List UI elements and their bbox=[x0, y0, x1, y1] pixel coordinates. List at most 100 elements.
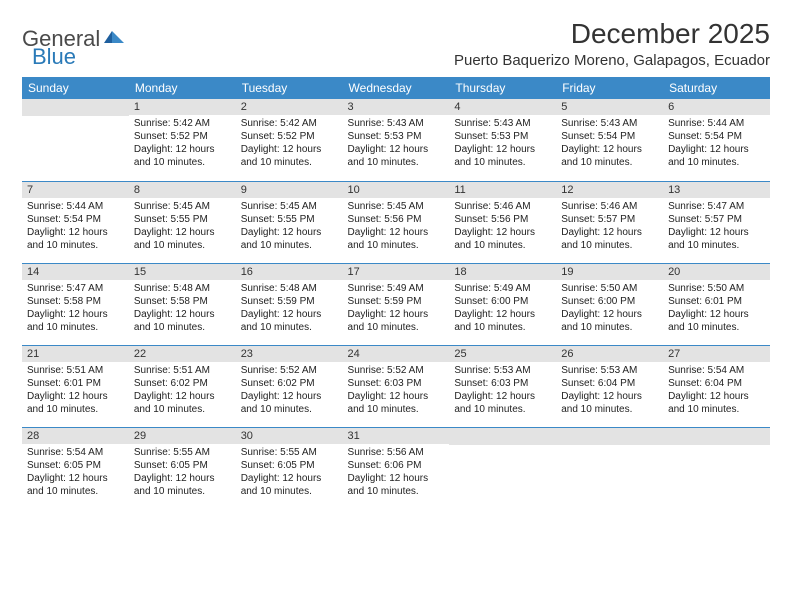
day-detail: Sunrise: 5:42 AMSunset: 5:52 PMDaylight:… bbox=[236, 115, 343, 169]
calendar-cell: 2Sunrise: 5:42 AMSunset: 5:52 PMDaylight… bbox=[236, 99, 343, 181]
calendar-cell: 14Sunrise: 5:47 AMSunset: 5:58 PMDayligh… bbox=[22, 263, 129, 345]
day-detail: Sunrise: 5:54 AMSunset: 6:05 PMDaylight:… bbox=[22, 444, 129, 498]
sunset-line: Sunset: 6:03 PM bbox=[454, 377, 551, 390]
weekday-header: Tuesday bbox=[236, 77, 343, 99]
sunrise-line: Sunrise: 5:47 AM bbox=[27, 282, 124, 295]
day-number: 7 bbox=[22, 182, 129, 198]
sunset-line: Sunset: 5:52 PM bbox=[134, 130, 231, 143]
sunset-line: Sunset: 5:56 PM bbox=[348, 213, 445, 226]
day-number: 17 bbox=[343, 264, 450, 280]
calendar-cell bbox=[663, 427, 770, 509]
day-number: 13 bbox=[663, 182, 770, 198]
day-number: 18 bbox=[449, 264, 556, 280]
day-number: 4 bbox=[449, 99, 556, 115]
daylight-line: Daylight: 12 hours and 10 minutes. bbox=[454, 308, 551, 334]
calendar-cell bbox=[556, 427, 663, 509]
sunrise-line: Sunrise: 5:48 AM bbox=[241, 282, 338, 295]
day-number: 20 bbox=[663, 264, 770, 280]
daylight-line: Daylight: 12 hours and 10 minutes. bbox=[348, 143, 445, 169]
day-detail: Sunrise: 5:42 AMSunset: 5:52 PMDaylight:… bbox=[129, 115, 236, 169]
day-detail: Sunrise: 5:50 AMSunset: 6:01 PMDaylight:… bbox=[663, 280, 770, 334]
daylight-line: Daylight: 12 hours and 10 minutes. bbox=[668, 308, 765, 334]
sunrise-line: Sunrise: 5:52 AM bbox=[241, 364, 338, 377]
daylight-line: Daylight: 12 hours and 10 minutes. bbox=[27, 226, 124, 252]
calendar-cell: 1Sunrise: 5:42 AMSunset: 5:52 PMDaylight… bbox=[129, 99, 236, 181]
sunrise-line: Sunrise: 5:54 AM bbox=[27, 446, 124, 459]
day-number: 29 bbox=[129, 428, 236, 444]
day-number: 26 bbox=[556, 346, 663, 362]
day-detail: Sunrise: 5:53 AMSunset: 6:04 PMDaylight:… bbox=[556, 362, 663, 416]
calendar-cell: 17Sunrise: 5:49 AMSunset: 5:59 PMDayligh… bbox=[343, 263, 450, 345]
sunset-line: Sunset: 6:01 PM bbox=[668, 295, 765, 308]
sunset-line: Sunset: 5:57 PM bbox=[668, 213, 765, 226]
calendar-cell: 31Sunrise: 5:56 AMSunset: 6:06 PMDayligh… bbox=[343, 427, 450, 509]
day-detail: Sunrise: 5:55 AMSunset: 6:05 PMDaylight:… bbox=[236, 444, 343, 498]
calendar-cell: 22Sunrise: 5:51 AMSunset: 6:02 PMDayligh… bbox=[129, 345, 236, 427]
day-detail: Sunrise: 5:53 AMSunset: 6:03 PMDaylight:… bbox=[449, 362, 556, 416]
sunrise-line: Sunrise: 5:42 AM bbox=[134, 117, 231, 130]
calendar-week-row: 14Sunrise: 5:47 AMSunset: 5:58 PMDayligh… bbox=[22, 263, 770, 345]
day-number-bar bbox=[663, 428, 770, 445]
calendar-cell: 12Sunrise: 5:46 AMSunset: 5:57 PMDayligh… bbox=[556, 181, 663, 263]
daylight-line: Daylight: 12 hours and 10 minutes. bbox=[134, 143, 231, 169]
sunset-line: Sunset: 5:54 PM bbox=[561, 130, 658, 143]
calendar-cell: 19Sunrise: 5:50 AMSunset: 6:00 PMDayligh… bbox=[556, 263, 663, 345]
day-detail: Sunrise: 5:44 AMSunset: 5:54 PMDaylight:… bbox=[663, 115, 770, 169]
daylight-line: Daylight: 12 hours and 10 minutes. bbox=[668, 143, 765, 169]
sunset-line: Sunset: 6:06 PM bbox=[348, 459, 445, 472]
day-detail: Sunrise: 5:45 AMSunset: 5:55 PMDaylight:… bbox=[129, 198, 236, 252]
calendar-week-row: 28Sunrise: 5:54 AMSunset: 6:05 PMDayligh… bbox=[22, 427, 770, 509]
day-number: 3 bbox=[343, 99, 450, 115]
calendar-cell: 21Sunrise: 5:51 AMSunset: 6:01 PMDayligh… bbox=[22, 345, 129, 427]
sunset-line: Sunset: 5:55 PM bbox=[134, 213, 231, 226]
sunrise-line: Sunrise: 5:45 AM bbox=[134, 200, 231, 213]
sunrise-line: Sunrise: 5:53 AM bbox=[561, 364, 658, 377]
sunset-line: Sunset: 5:54 PM bbox=[668, 130, 765, 143]
daylight-line: Daylight: 12 hours and 10 minutes. bbox=[668, 226, 765, 252]
calendar-cell: 10Sunrise: 5:45 AMSunset: 5:56 PMDayligh… bbox=[343, 181, 450, 263]
calendar-cell: 25Sunrise: 5:53 AMSunset: 6:03 PMDayligh… bbox=[449, 345, 556, 427]
sunset-line: Sunset: 6:05 PM bbox=[134, 459, 231, 472]
sunset-line: Sunset: 5:52 PM bbox=[241, 130, 338, 143]
day-detail: Sunrise: 5:54 AMSunset: 6:04 PMDaylight:… bbox=[663, 362, 770, 416]
daylight-line: Daylight: 12 hours and 10 minutes. bbox=[454, 143, 551, 169]
sunset-line: Sunset: 6:05 PM bbox=[27, 459, 124, 472]
logo-text-blue: Blue bbox=[32, 44, 76, 70]
day-number: 23 bbox=[236, 346, 343, 362]
daylight-line: Daylight: 12 hours and 10 minutes. bbox=[241, 472, 338, 498]
sunset-line: Sunset: 5:58 PM bbox=[27, 295, 124, 308]
daylight-line: Daylight: 12 hours and 10 minutes. bbox=[561, 390, 658, 416]
day-number: 14 bbox=[22, 264, 129, 280]
calendar-table: SundayMondayTuesdayWednesdayThursdayFrid… bbox=[22, 77, 770, 509]
calendar-cell: 26Sunrise: 5:53 AMSunset: 6:04 PMDayligh… bbox=[556, 345, 663, 427]
day-number-bar bbox=[556, 428, 663, 445]
daylight-line: Daylight: 12 hours and 10 minutes. bbox=[134, 308, 231, 334]
day-detail: Sunrise: 5:51 AMSunset: 6:01 PMDaylight:… bbox=[22, 362, 129, 416]
day-number: 12 bbox=[556, 182, 663, 198]
day-number: 28 bbox=[22, 428, 129, 444]
calendar-cell: 9Sunrise: 5:45 AMSunset: 5:55 PMDaylight… bbox=[236, 181, 343, 263]
calendar-cell: 27Sunrise: 5:54 AMSunset: 6:04 PMDayligh… bbox=[663, 345, 770, 427]
sunrise-line: Sunrise: 5:55 AM bbox=[241, 446, 338, 459]
day-detail: Sunrise: 5:47 AMSunset: 5:58 PMDaylight:… bbox=[22, 280, 129, 334]
day-detail: Sunrise: 5:52 AMSunset: 6:03 PMDaylight:… bbox=[343, 362, 450, 416]
sunset-line: Sunset: 6:02 PM bbox=[241, 377, 338, 390]
daylight-line: Daylight: 12 hours and 10 minutes. bbox=[241, 226, 338, 252]
day-detail: Sunrise: 5:43 AMSunset: 5:54 PMDaylight:… bbox=[556, 115, 663, 169]
calendar-cell: 16Sunrise: 5:48 AMSunset: 5:59 PMDayligh… bbox=[236, 263, 343, 345]
daylight-line: Daylight: 12 hours and 10 minutes. bbox=[241, 143, 338, 169]
sunset-line: Sunset: 5:59 PM bbox=[241, 295, 338, 308]
calendar-week-row: 7Sunrise: 5:44 AMSunset: 5:54 PMDaylight… bbox=[22, 181, 770, 263]
sunset-line: Sunset: 6:02 PM bbox=[134, 377, 231, 390]
day-number-bar bbox=[449, 428, 556, 445]
day-number: 15 bbox=[129, 264, 236, 280]
day-number: 31 bbox=[343, 428, 450, 444]
sunset-line: Sunset: 5:55 PM bbox=[241, 213, 338, 226]
sunset-line: Sunset: 6:00 PM bbox=[454, 295, 551, 308]
day-number: 6 bbox=[663, 99, 770, 115]
sunset-line: Sunset: 6:00 PM bbox=[561, 295, 658, 308]
day-detail: Sunrise: 5:46 AMSunset: 5:56 PMDaylight:… bbox=[449, 198, 556, 252]
day-number: 24 bbox=[343, 346, 450, 362]
daylight-line: Daylight: 12 hours and 10 minutes. bbox=[348, 308, 445, 334]
day-detail: Sunrise: 5:43 AMSunset: 5:53 PMDaylight:… bbox=[343, 115, 450, 169]
